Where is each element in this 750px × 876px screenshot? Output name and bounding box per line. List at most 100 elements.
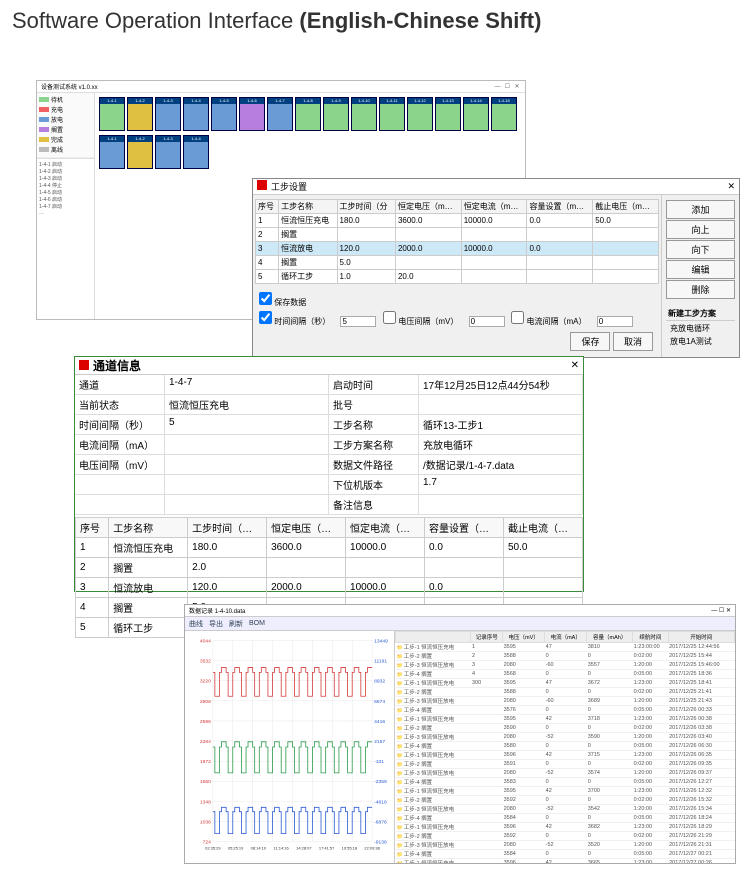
svg-text:13449: 13449 [374,639,388,645]
table-row[interactable]: 工步-2 搁置3592000:02:002017/12/26 21:29 [396,832,735,841]
table-row[interactable]: 工步-1 恒流恒压充电35954237001:23:002017/12/26 1… [396,787,735,796]
toolbar-曲线-button[interactable]: 曲线 [189,619,203,629]
table-row[interactable]: 工步-1 恒流恒压充电135954738101:23:00:002017/12/… [396,643,735,652]
table-row[interactable]: 工步-3 恒流恒压放电32080-6035571:20:002017/12/25… [396,661,735,670]
col-header: 截止电压（m… [593,200,659,214]
toolbar-导出-button[interactable]: 导出 [209,619,223,629]
volt-interval-input[interactable] [469,316,505,327]
table-row[interactable]: 工步-2 搁置3590000:02:002017/12/26 03:38 [396,724,735,733]
table-row[interactable]: 工步-4 搁置3583000:05:002017/12/26 12:27 [396,778,735,787]
table-row[interactable]: 工步-1 恒流恒压充电35964236651:23:002017/12/27 0… [396,859,735,864]
toolbar-刷新-button[interactable]: 刷新 [229,619,243,629]
table-row[interactable]: 工步-1 恒流恒压充电30035954736721:23:002017/12/2… [396,679,735,688]
volt-interval-checkbox[interactable]: 电压间隔（mV） [383,317,458,326]
maximize-icon[interactable]: ☐ [503,83,511,90]
table-row[interactable]: 工步-1 恒流恒压充电35964237151:23:002017/12/26 0… [396,751,735,760]
svg-text:2284: 2284 [200,739,211,745]
table-row[interactable]: 工步-3 恒流恒压放电2080-6036891:20:002017/12/25 … [396,697,735,706]
svg-text:4416: 4416 [374,719,385,725]
win4-titlebar[interactable]: 数据记录 1-4-10.data — ☐ ✕ [185,605,735,617]
svg-text:2157: 2157 [374,739,385,745]
step-删除-button[interactable]: 删除 [666,280,735,299]
channel-chip[interactable]: 1-4-12 [407,97,433,131]
channel-chip[interactable]: 1-4-11 [379,97,405,131]
table-row[interactable]: 工步-4 搁置3580000:05:002017/12/26 06:30 [396,742,735,751]
channel-chip[interactable]: 1-4-3 [155,97,181,131]
win2-titlebar[interactable]: 工步设置 ✕ [253,179,739,195]
win1-titlebar[interactable]: 设备测试系统 v1.0.xx — ☐ ✕ [37,81,525,93]
channel-chip[interactable]: 1-4-13 [435,97,461,131]
table-row[interactable]: 工步-3 恒流恒压放电2080-5235201:20:002017/12/26 … [396,841,735,850]
table-row[interactable]: 2搁置 [256,228,659,242]
table-row[interactable]: 工步-3 恒流恒压放电2080-5235901:20:002017/12/26 … [396,733,735,742]
channel-chip[interactable]: 1-4-5 [211,97,237,131]
table-row[interactable]: 工步-2 搁置3591000:02:002017/12/26 09:35 [396,760,735,769]
time-interval-checkbox[interactable]: 时间间隔（秒） [259,317,330,326]
win3-titlebar[interactable]: 通道信息 ✕ [75,357,583,375]
table-row[interactable]: 工步-4 搁置3576000:05:002017/12/26 00:33 [396,706,735,715]
table-row[interactable]: 工步-4 搁置43568000:05:002017/12/25 18:36 [396,670,735,679]
channel-chip[interactable]: 1-4-4 [183,97,209,131]
curr-interval-input[interactable] [597,316,633,327]
maximize-icon[interactable]: ☐ [719,608,724,614]
svg-text:17:41:57: 17:41:57 [319,846,334,851]
channel-chip[interactable]: 1-4-15 [491,97,517,131]
channel-chip[interactable]: 1-4-9 [323,97,349,131]
table-row[interactable]: 工步-2 搁置3588000:02:002017/12/25 21:41 [396,688,735,697]
time-interval-input[interactable] [340,316,376,327]
channel-chip[interactable]: 1-4-10 [351,97,377,131]
cancel-button[interactable]: 取消 [613,332,653,351]
close-icon[interactable]: ✕ [726,608,731,614]
channel-chip[interactable]: 1-4-6 [239,97,265,131]
channel-chip[interactable]: 1-4-7 [267,97,293,131]
minimize-icon[interactable]: — [494,84,502,90]
table-row[interactable]: 4搁置5.0 [256,256,659,270]
curr-interval-checkbox[interactable]: 电流间隔（mA） [511,317,586,326]
channel-chip[interactable]: 1-4-2 [127,135,153,169]
close-icon[interactable]: ✕ [727,181,735,192]
chart-panel: 4044353232202908259622841972166013481036… [185,631,395,863]
channel-chip[interactable]: 1-4-14 [463,97,489,131]
legend-item: 搁置 [39,125,92,134]
legend-item: 离线 [39,145,92,154]
svg-text:02:35:29: 02:35:29 [205,846,221,851]
step-向上-button[interactable]: 向上 [666,220,735,239]
table-row[interactable]: 工步-2 搁置23588000:02:002017/12/25 15:44 [396,652,735,661]
minimize-icon[interactable]: — [711,608,717,614]
save-data-checkbox[interactable]: 保存数据 [259,298,306,307]
step-table[interactable]: 序号工步名称工步时间（分恒定电压（m…恒定电流（m…容量设置（m…截止电压（m…… [255,199,659,284]
table-row[interactable]: 工步-1 恒流恒压充电35964236821:23:002017/12/26 1… [396,823,735,832]
window-controls: — ☐ ✕ [494,83,521,90]
table-row[interactable]: 3恒流放电120.02000.010000.00.0 [256,242,659,256]
scheme-item[interactable]: 放电1A测试 [668,335,733,348]
channel-chip[interactable]: 1-4-8 [295,97,321,131]
step-向下-button[interactable]: 向下 [666,240,735,259]
channel-chip[interactable]: 1-4-4 [183,135,209,169]
table-row[interactable]: 工步-2 搁置3592000:02:002017/12/26 15:32 [396,796,735,805]
col-header: 开始时间 [668,632,734,643]
data-table[interactable]: 记录序号电压（mV）电流（mA）容量（mAh）续航时间开始时间 工步-1 恒流恒… [395,631,735,863]
channel-chip[interactable]: 1-4-1 [99,97,125,131]
table-row[interactable]: 工步-4 搁置3584000:05:002017/12/27 00:21 [396,850,735,859]
close-icon[interactable]: ✕ [571,360,579,371]
svg-text:2596: 2596 [200,719,211,725]
svg-text:2908: 2908 [200,699,211,705]
channel-chip[interactable]: 1-4-3 [155,135,181,169]
table-row[interactable]: 工步-3 恒流恒压放电2080-5235421:20:002017/12/26 … [396,805,735,814]
channel-chip[interactable]: 1-4-1 [99,135,125,169]
win1-sidebar: 待机充电放电搁置完成离线 1-4-1 启动1-4-2 启动1-4-3 启动1-4… [37,93,95,319]
legend-item: 完成 [39,135,92,144]
svg-text:-4618: -4618 [374,799,387,805]
step-添加-button[interactable]: 添加 [666,200,735,219]
table-row[interactable]: 1恒流恒压充电180.03600.010000.00.050.0 [256,214,659,228]
scheme-item[interactable]: 充放电循环 [668,322,733,335]
save-button[interactable]: 保存 [570,332,610,351]
step-编辑-button[interactable]: 编辑 [666,260,735,279]
table-row[interactable]: 工步-4 搁置3584000:05:002017/12/26 18:24 [396,814,735,823]
close-icon[interactable]: ✕ [513,83,521,90]
channel-chip[interactable]: 1-4-2 [127,97,153,131]
table-row[interactable]: 工步-1 恒流恒压充电35954237181:23:002017/12/26 0… [396,715,735,724]
toolbar-BOM-button[interactable]: BOM [249,620,265,627]
table-row[interactable]: 工步-3 恒流恒压放电2080-5235741:20:002017/12/26 … [396,769,735,778]
table-row[interactable]: 5循环工步1.020.0 [256,270,659,284]
